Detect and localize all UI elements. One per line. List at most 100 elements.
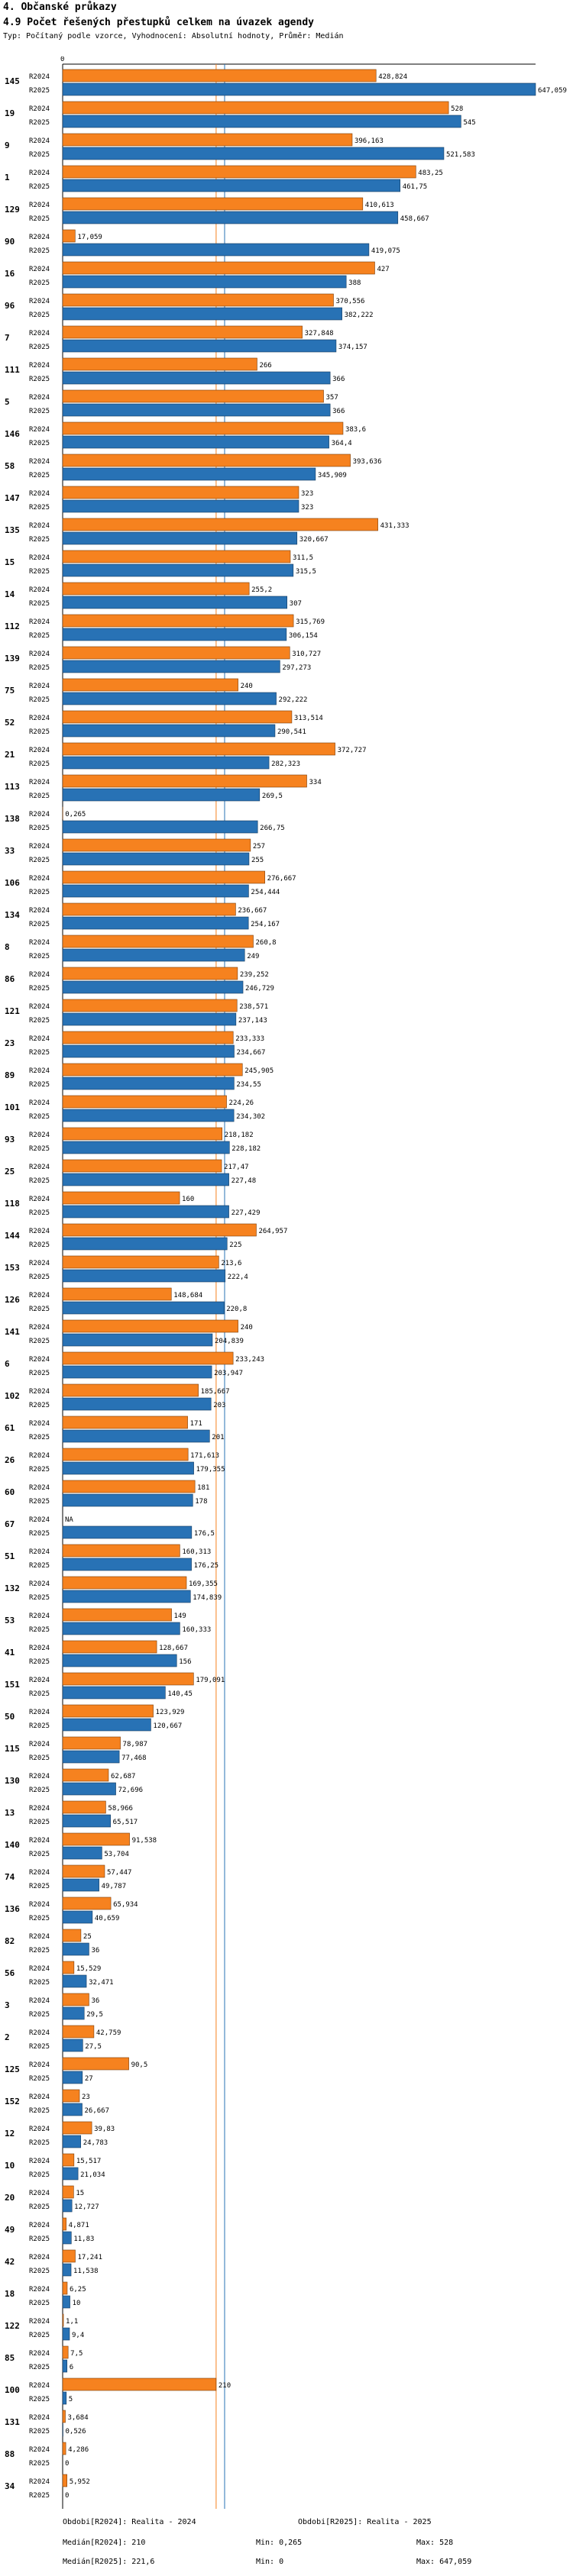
bar-r2025 bbox=[62, 788, 261, 802]
series-label-r2025: R2025 bbox=[29, 728, 50, 736]
series-label-r2025: R2025 bbox=[29, 2300, 50, 2307]
bar-r2024 bbox=[62, 1480, 196, 1493]
value-label-r2024: 233,243 bbox=[235, 1356, 264, 1364]
bar-r2024 bbox=[62, 421, 344, 435]
category-label: 7 bbox=[5, 333, 10, 343]
series-label-r2024: R2024 bbox=[29, 1645, 50, 1652]
category-label: 67 bbox=[5, 1519, 15, 1529]
bar-r2024 bbox=[62, 646, 290, 660]
category-label: 96 bbox=[5, 301, 15, 311]
series-label-r2024: R2024 bbox=[29, 1164, 50, 1171]
series-label-r2025: R2025 bbox=[29, 2203, 50, 2211]
value-label-r2025: 11,538 bbox=[73, 2268, 99, 2275]
category-label: 106 bbox=[5, 878, 20, 888]
value-label-r2025: 36 bbox=[91, 1947, 99, 1955]
value-label-r2025: 461,75 bbox=[403, 183, 428, 191]
series-label-r2024: R2024 bbox=[29, 1869, 50, 1877]
value-label-r2024: 276,667 bbox=[267, 875, 296, 883]
bar-r2024 bbox=[62, 1993, 89, 2006]
bar-r2024 bbox=[62, 902, 236, 916]
value-label-r2024: 217,47 bbox=[224, 1164, 249, 1171]
bar-r2025 bbox=[62, 499, 299, 513]
bar-r2025 bbox=[62, 2327, 70, 2341]
category-label: 88 bbox=[5, 2449, 15, 2459]
series-label-r2024: R2024 bbox=[29, 747, 50, 754]
series-label-r2025: R2025 bbox=[29, 1306, 50, 1313]
series-label-r2024: R2024 bbox=[29, 618, 50, 626]
median-2024: Medián[R2024]: 210 bbox=[63, 2539, 146, 2547]
value-label-r2025: 77,468 bbox=[121, 1754, 147, 1762]
category-label: 139 bbox=[5, 654, 20, 663]
category-label: 25 bbox=[5, 1167, 15, 1177]
bar-r2024 bbox=[62, 1736, 121, 1750]
value-label-r2024: 42,759 bbox=[96, 2029, 121, 2037]
value-label-r2024: 210 bbox=[219, 2382, 231, 2390]
series-label-r2024: R2024 bbox=[29, 2318, 50, 2326]
bar-r2024 bbox=[62, 1063, 243, 1077]
value-label-r2024: 410,613 bbox=[365, 202, 394, 209]
series-label-r2025: R2025 bbox=[29, 1466, 50, 1474]
series-label-r2025: R2025 bbox=[29, 1209, 50, 1217]
value-label-r2025: 222,4 bbox=[228, 1273, 248, 1281]
category-label: 152 bbox=[5, 2097, 20, 2106]
series-label-r2025: R2025 bbox=[29, 1690, 50, 1698]
value-label-r2024: 483,25 bbox=[418, 169, 443, 177]
category-label: 129 bbox=[5, 205, 20, 215]
series-label-r2024: R2024 bbox=[29, 1484, 50, 1492]
bar-r2024 bbox=[62, 1864, 105, 1878]
value-label-r2025: 388 bbox=[348, 279, 361, 287]
series-label-r2024: R2024 bbox=[29, 1099, 50, 1107]
series-label-r2024: R2024 bbox=[29, 1773, 50, 1780]
series-label-r2024: R2024 bbox=[29, 490, 50, 498]
bar-r2025 bbox=[62, 1461, 194, 1475]
value-label-r2025: 5 bbox=[69, 2396, 73, 2403]
bar-r2024 bbox=[62, 1672, 194, 1686]
series-label-r2025: R2025 bbox=[29, 215, 50, 223]
value-label-r2025: 364,4 bbox=[332, 440, 352, 447]
series-label-r2025: R2025 bbox=[29, 344, 50, 351]
value-label-r2025: 203 bbox=[213, 1402, 225, 1409]
bar-r2024 bbox=[62, 1351, 234, 1365]
bar-r2025 bbox=[62, 820, 258, 834]
category-label: 90 bbox=[5, 237, 15, 247]
bar-r2025 bbox=[62, 852, 250, 866]
bar-r2024 bbox=[62, 261, 375, 275]
value-label-r2025: 315,5 bbox=[296, 568, 316, 576]
series-label-r2024: R2024 bbox=[29, 907, 50, 915]
series-label-r2025: R2025 bbox=[29, 600, 50, 608]
value-label-r2024: 383,6 bbox=[345, 426, 366, 434]
series-label-r2025: R2025 bbox=[29, 1754, 50, 1762]
x-tick-label: 0 bbox=[60, 56, 64, 63]
series-label-r2024: R2024 bbox=[29, 1837, 50, 1845]
value-label-r2025: 266,75 bbox=[260, 825, 285, 832]
bar-r2024 bbox=[62, 1896, 112, 1910]
value-label-r2024: 25 bbox=[83, 1933, 92, 1941]
value-label-r2025: 290,541 bbox=[277, 728, 306, 736]
bar-r2025 bbox=[62, 179, 401, 192]
bar-r2024 bbox=[62, 1031, 234, 1044]
series-label-r2024: R2024 bbox=[29, 2093, 50, 2101]
value-label-r2024: 310,727 bbox=[292, 650, 321, 658]
bar-r2025 bbox=[62, 2391, 67, 2405]
series-label-r2025: R2025 bbox=[29, 2428, 50, 2436]
bar-r2025 bbox=[62, 1301, 225, 1315]
bar-r2025 bbox=[62, 1173, 229, 1186]
bar-r2025 bbox=[62, 1718, 151, 1732]
series-label-r2024: R2024 bbox=[29, 1805, 50, 1813]
series-label-r2024: R2024 bbox=[29, 2061, 50, 2069]
value-label-r2025: 227,429 bbox=[231, 1209, 261, 1217]
value-label-r2025: 24,783 bbox=[83, 2139, 108, 2147]
series-label-r2024: R2024 bbox=[29, 1452, 50, 1460]
category-label: 93 bbox=[5, 1135, 15, 1144]
series-label-r2024: R2024 bbox=[29, 522, 50, 530]
category-label: 56 bbox=[5, 1968, 15, 1978]
bar-r2024 bbox=[62, 935, 254, 948]
category-label: 53 bbox=[5, 1616, 15, 1625]
series-label-r2025: R2025 bbox=[29, 568, 50, 576]
value-label-r2024: 179,091 bbox=[196, 1677, 225, 1684]
series-label-r2025: R2025 bbox=[29, 1273, 50, 1281]
bar-r2025 bbox=[62, 2071, 83, 2084]
series-label-r2024: R2024 bbox=[29, 843, 50, 851]
value-label-r2024: 17,241 bbox=[77, 2254, 102, 2261]
